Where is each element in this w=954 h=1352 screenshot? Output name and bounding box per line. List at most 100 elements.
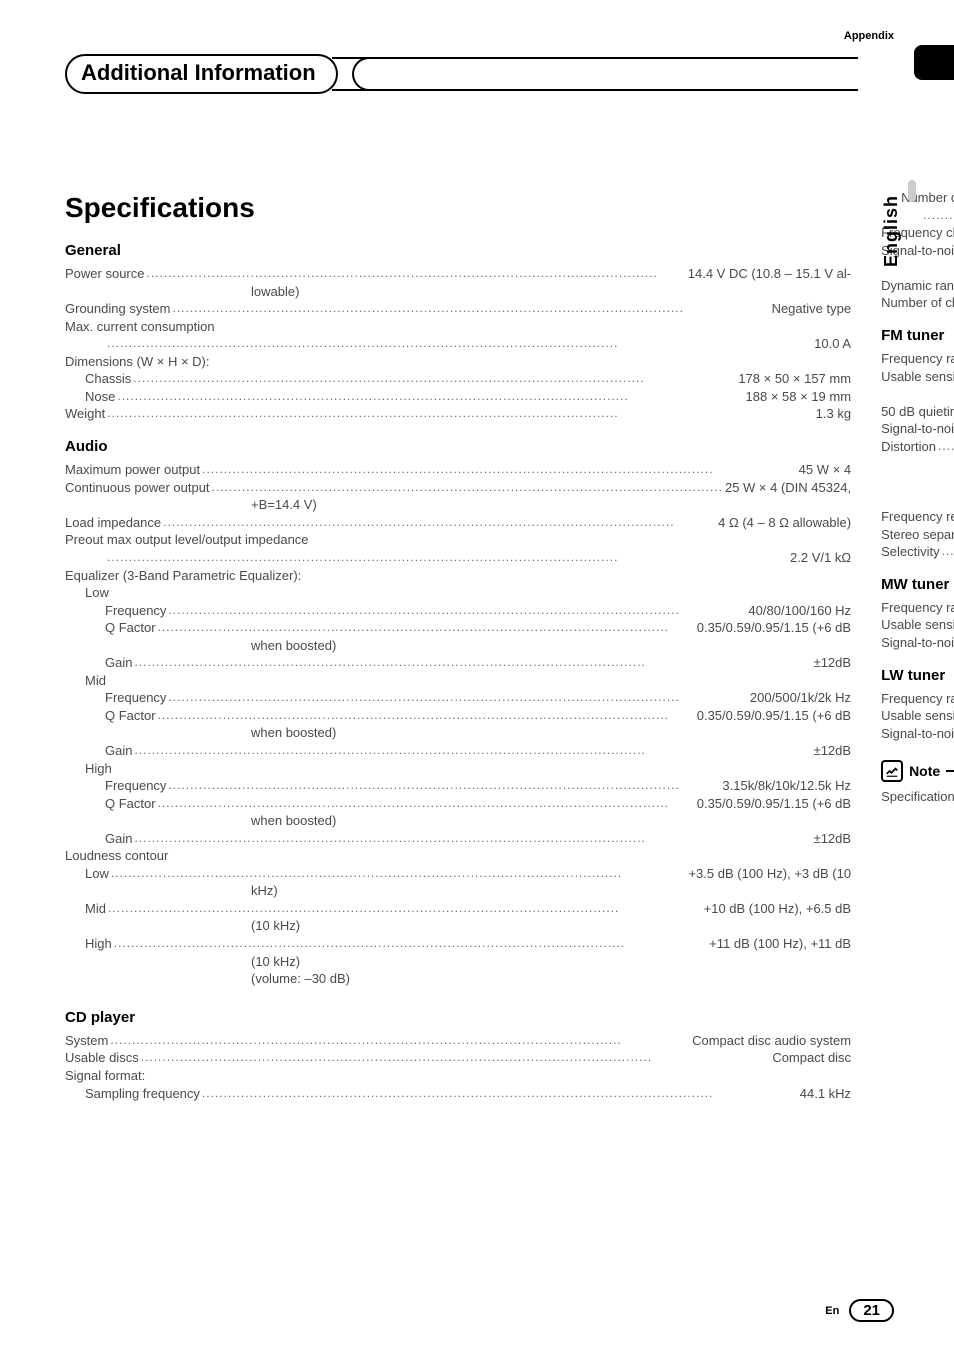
spec-value: +3.5 dB (100 Hz), +3 dB (10 xyxy=(688,865,851,883)
spec-label: Load impedance xyxy=(65,514,161,532)
spec-value: 3.15k/8k/10k/12.5k Hz xyxy=(722,777,851,795)
dots xyxy=(133,370,736,384)
dots xyxy=(107,405,813,419)
spec-sublabel: Low xyxy=(65,584,851,602)
spec-value: (volume: –30 dB) xyxy=(65,970,851,988)
dots xyxy=(202,461,797,475)
spec-label: Equalizer (3-Band Parametric Equalizer): xyxy=(65,567,851,585)
dots xyxy=(134,742,811,756)
dots xyxy=(938,438,954,452)
spec-label: Frequency xyxy=(105,602,166,620)
spec-value: 0.35/0.59/0.95/1.15 (+6 dB xyxy=(697,795,851,813)
spec-value: 40/80/100/160 Hz xyxy=(748,602,851,620)
footer-lang: En xyxy=(825,1305,839,1317)
note-text: Specifications and the design are subjec… xyxy=(881,788,954,806)
dots xyxy=(168,777,720,791)
mw-heading: MW tuner xyxy=(881,575,954,595)
spec-label: Usable sensitivity xyxy=(881,368,954,386)
spec-value: 25 W × 4 (DIN 45324, xyxy=(725,479,851,497)
spec-label: Frequency xyxy=(105,777,166,795)
spec-label: 50 dB quieting sensitivity xyxy=(881,403,954,421)
audio-heading: Audio xyxy=(65,437,851,457)
spec-value: lowable) xyxy=(65,283,851,301)
spec-label: Usable sensitivity xyxy=(881,707,954,725)
spec-label: Power source xyxy=(65,265,144,283)
spec-value: when boosted) xyxy=(65,637,851,655)
spec-value: ±12dB xyxy=(814,742,852,760)
footer-page-number: 21 xyxy=(849,1299,894,1322)
spec-sublabel: High xyxy=(65,760,851,778)
dots xyxy=(212,479,723,493)
spec-label: Gain xyxy=(105,654,132,672)
spec-label: Max. current consumption xyxy=(65,318,851,336)
spec-label: High xyxy=(85,935,112,953)
spec-value: +10 dB (100 Hz), +6.5 dB xyxy=(704,900,851,918)
spec-value: 178 × 50 × 157 mm xyxy=(738,370,851,388)
spec-label: Q Factor xyxy=(105,795,156,813)
spec-label: Usable sensitivity xyxy=(881,616,954,634)
dots xyxy=(107,335,812,349)
dots xyxy=(158,707,695,721)
spec-value: Compact disc audio system xyxy=(692,1032,851,1050)
spec-value: when boosted) xyxy=(65,724,851,742)
spec-value: S/N: 30 dB) xyxy=(881,385,954,403)
spec-value: 0.35/0.59/0.95/1.15 (+6 dB xyxy=(697,619,851,637)
spec-label: Maximum power output xyxy=(65,461,200,479)
right-column: Number of quantization bits 16; linear F… xyxy=(881,189,954,1102)
spec-label: Distortion xyxy=(881,438,936,456)
spec-label: Gain xyxy=(105,742,132,760)
note-body: Specifications and the design are subjec… xyxy=(881,789,954,804)
spec-value: 2.2 V/1 kΩ xyxy=(790,549,851,567)
dots xyxy=(168,689,747,703)
spec-value: 1.3 kg xyxy=(816,405,851,423)
spec-label: Frequency range xyxy=(881,690,954,708)
spec-sublabel: Mid xyxy=(65,672,851,690)
spec-label: Signal-to-noise ratio xyxy=(881,420,954,438)
dots xyxy=(163,514,716,528)
dots xyxy=(146,265,685,279)
page-footer: En 21 xyxy=(825,1299,894,1322)
dots xyxy=(117,388,743,402)
spec-label: Low xyxy=(85,865,109,883)
dots xyxy=(107,549,788,563)
spec-label: Frequency range xyxy=(881,599,954,617)
note-icon xyxy=(881,760,903,782)
dots xyxy=(110,1032,690,1046)
spec-label: Weight xyxy=(65,405,105,423)
spec-label: Frequency response xyxy=(881,508,954,526)
spec-label: Dynamic range xyxy=(881,277,954,295)
specifications-heading: Specifications xyxy=(65,189,851,227)
dots xyxy=(134,830,811,844)
dots xyxy=(114,935,707,949)
spec-value: Compact disc xyxy=(772,1049,851,1067)
note-label: Note xyxy=(909,762,940,781)
dots xyxy=(141,1049,771,1063)
spec-label: Frequency range xyxy=(881,350,954,368)
spec-label: Sampling frequency xyxy=(85,1085,200,1103)
dots xyxy=(173,300,770,314)
lw-heading: LW tuner xyxy=(881,666,954,686)
spec-value: stereo) xyxy=(881,455,954,473)
side-black-tab xyxy=(914,45,954,80)
left-column: Specifications General Power source14.4 … xyxy=(65,189,851,1102)
spec-label: Signal-to-noise ratio xyxy=(881,634,954,652)
spec-label: Nose xyxy=(85,388,115,406)
spec-label: Usable discs xyxy=(65,1049,139,1067)
spec-value: 0.1 % (at 65 dBf, 1 kHz, xyxy=(881,473,954,491)
dots xyxy=(202,1085,798,1099)
dots xyxy=(923,207,954,221)
spec-value: 4 Ω (4 – 8 Ω allowable) xyxy=(718,514,851,532)
spec-label: Q Factor xyxy=(105,619,156,637)
note-line xyxy=(946,770,954,772)
spec-value: 188 × 58 × 19 mm xyxy=(746,388,852,406)
spec-value: when boosted) xyxy=(65,812,851,830)
spec-value: +11 dB (100 Hz), +11 dB xyxy=(709,935,851,953)
spec-label: Number of channels xyxy=(881,294,954,312)
spec-label: System xyxy=(65,1032,108,1050)
dots xyxy=(108,900,702,914)
general-heading: General xyxy=(65,241,851,261)
lang-bar xyxy=(908,180,916,202)
spec-value: 10.0 A xyxy=(814,335,851,353)
spec-label: Preout max output level/output impedance xyxy=(65,531,851,549)
spec-value: 0.35/0.59/0.95/1.15 (+6 dB xyxy=(697,707,851,725)
